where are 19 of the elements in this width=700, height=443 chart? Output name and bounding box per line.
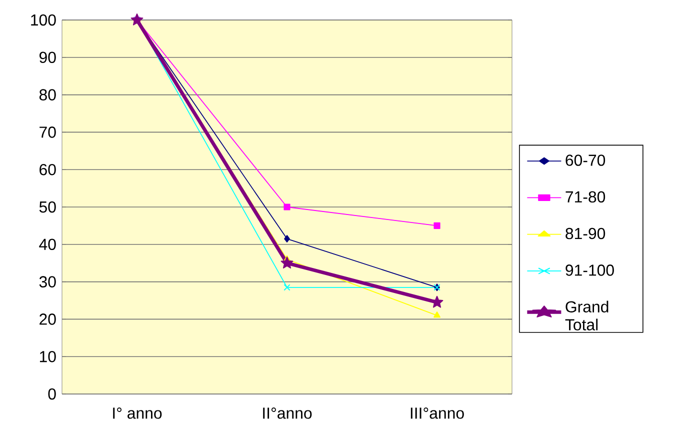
- y-tick-label: 30: [39, 276, 56, 288]
- y-tick-label: 90: [40, 52, 56, 64]
- x-tick-label: I° anno: [113, 408, 162, 419]
- legend-label: Grand Total: [565, 300, 608, 330]
- y-tick-label: 10: [40, 350, 56, 362]
- y-tick-label: 60: [40, 164, 56, 176]
- x-tick-label: II°anno: [263, 408, 312, 419]
- y-tick-label: 80: [39, 89, 56, 100]
- legend-label: 81-90: [566, 228, 606, 240]
- x-tick-label: III°anno: [410, 408, 464, 419]
- legend-label: 60-70: [566, 154, 606, 166]
- y-tick-label: 70: [40, 126, 56, 138]
- y-tick-label: 50: [39, 201, 56, 213]
- y-tick-label: 0: [48, 388, 56, 400]
- y-tick-label: 100: [31, 14, 56, 26]
- legend-label: 71-80: [566, 191, 606, 203]
- y-tick-label: 20: [40, 314, 56, 325]
- legend-label: 91-100: [566, 264, 614, 276]
- y-tick-label: 40: [39, 238, 56, 250]
